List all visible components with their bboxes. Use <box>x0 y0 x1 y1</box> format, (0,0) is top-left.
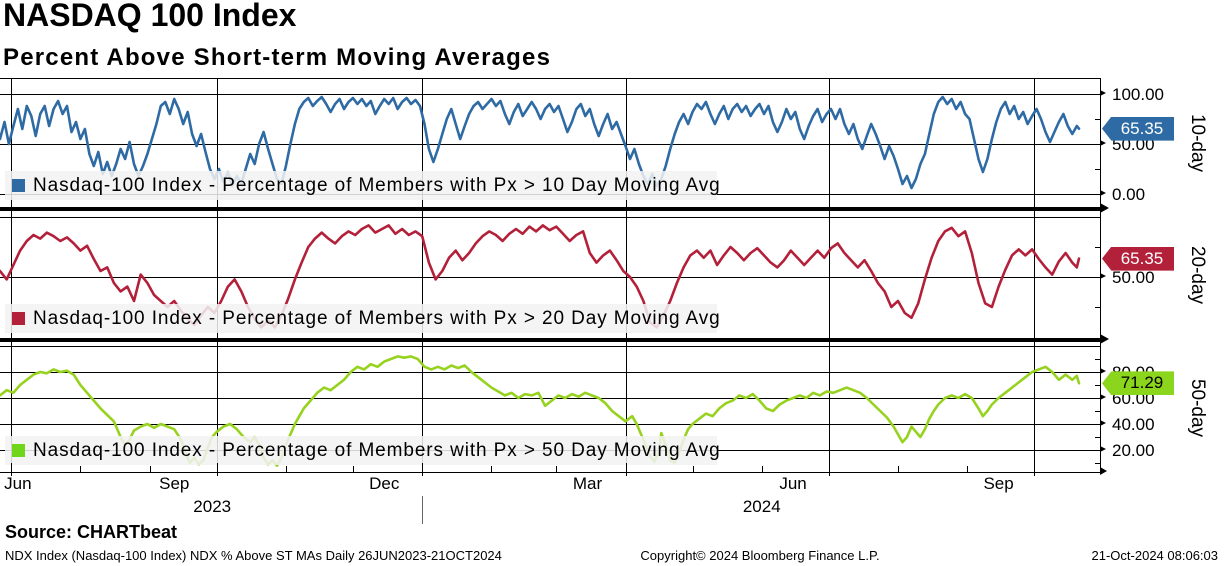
y-tick-arrow-icon <box>1100 420 1106 427</box>
y-tick-minor <box>1095 247 1100 248</box>
source-label: Source: CHARTbeat <box>5 522 178 542</box>
legend-label: Nasdaq-100 Index - Percentage of Members… <box>33 439 721 461</box>
legend-10day: Nasdaq-100 Index - Percentage of Members… <box>5 171 720 200</box>
horizontal-gridline-100 <box>0 94 1100 95</box>
y-tick-minor <box>1095 385 1100 386</box>
legend-20day: Nasdaq-100 Index - Percentage of Members… <box>5 304 720 333</box>
x-tick-minor <box>286 466 287 472</box>
y-tick-major <box>1092 372 1100 373</box>
y-tick-major <box>1092 398 1100 399</box>
page-subtitle: Percent Above Short-term Moving Averages <box>3 44 552 71</box>
vertical-gridline <box>422 78 424 472</box>
x-tick-minor <box>762 466 763 472</box>
panel-label-10day: 10-day <box>1187 113 1208 172</box>
y-tick-major <box>1092 424 1100 425</box>
footer-timestamp: 21-Oct-2024 08:06:03 <box>1091 548 1218 563</box>
y-tick-major <box>1092 277 1100 278</box>
legend-label: Nasdaq-100 Index - Percentage of Members… <box>33 307 721 329</box>
horizontal-gridline-80 <box>0 372 1100 373</box>
x-axis-month-label: Dec <box>369 474 400 493</box>
footer-copyright: Copyright© 2024 Bloomberg Finance L.P. <box>640 548 880 563</box>
panel-separator <box>0 207 1100 211</box>
y-tick-major <box>1092 94 1100 95</box>
horizontal-gridline-50 <box>0 144 1100 145</box>
y-tick-arrow-icon <box>1100 190 1106 197</box>
y-tick-major <box>1092 450 1100 451</box>
x-tick-major <box>626 463 627 476</box>
panel-label-50day: 50-day <box>1187 378 1208 437</box>
x-tick-major <box>829 463 830 476</box>
panel-separator <box>0 338 1100 342</box>
separator-arrow-icon <box>1100 203 1109 214</box>
x-tick-minor <box>80 466 81 472</box>
y-tick-minor <box>1095 119 1100 120</box>
separator-arrow-icon <box>1100 334 1109 345</box>
y-tick-arrow-icon <box>1100 394 1106 401</box>
legend-50day: Nasdaq-100 Index - Percentage of Members… <box>5 436 720 465</box>
y-tick-major <box>1092 144 1100 145</box>
y-tick-arrow-icon <box>1100 140 1106 147</box>
horizontal-gridline-40 <box>0 424 1100 425</box>
bottom-axis-line <box>0 472 1100 473</box>
panel-label-20day: 20-day <box>1187 245 1208 305</box>
series-line-10day <box>0 95 1081 190</box>
chart-top-border <box>0 78 1100 79</box>
horizontal-gridline-50 <box>0 277 1100 278</box>
x-tick-minor <box>898 466 899 472</box>
legend-swatch-icon <box>12 179 25 192</box>
x-axis-month-label: Jun <box>779 474 807 493</box>
x-tick-major <box>1034 463 1035 476</box>
x-axis-month-label: Sep <box>159 474 190 493</box>
x-axis-year-label: 2024 <box>742 497 781 516</box>
x-tick-major <box>11 463 12 476</box>
x-tick-minor <box>693 466 694 472</box>
y-tick-minor <box>1095 359 1100 360</box>
last-value-tag-20day: 65.35 <box>1102 246 1174 271</box>
x-tick-minor <box>150 466 151 472</box>
y-tick-major <box>1092 194 1100 195</box>
x-tick-minor <box>353 466 354 472</box>
y-tick-minor <box>1095 307 1100 308</box>
y-tick-label: 40.00 <box>1112 415 1155 434</box>
x-tick-major <box>422 463 423 476</box>
x-axis-year-label: 2023 <box>193 497 232 516</box>
legend-swatch-icon <box>12 312 25 325</box>
horizontal-gridline-100 <box>0 217 1100 218</box>
x-tick-major <box>217 463 218 476</box>
y-tick-arrow-icon <box>1100 90 1106 97</box>
axis-arrow-icon <box>1100 467 1107 476</box>
y-tick-arrow-icon <box>1100 273 1106 280</box>
y-tick-label: 20.00 <box>1112 441 1155 460</box>
footer-ticker-line: NDX Index (Nasdaq-100 Index) NDX % Above… <box>5 548 502 563</box>
y-tick-minor <box>1095 463 1100 464</box>
last-value-tag-50day: 71.29 <box>1102 371 1174 396</box>
horizontal-gridline-100 <box>0 346 1100 347</box>
y-tick-label: 100.00 <box>1112 85 1164 104</box>
y-tick-minor <box>1095 411 1100 412</box>
vertical-gridline <box>216 78 218 472</box>
vertical-gridline <box>828 78 830 472</box>
x-axis-month-label: Mar <box>572 474 603 493</box>
y-tick-minor <box>1095 169 1100 170</box>
y-tick-arrow-icon <box>1100 368 1106 375</box>
year-divider-line <box>422 496 423 524</box>
y-tick-arrow-icon <box>1100 446 1106 453</box>
x-tick-minor <box>491 466 492 472</box>
y-tick-label: 50.00 <box>1112 268 1155 287</box>
y-tick-label: 0.00 <box>1112 185 1146 204</box>
legend-label: Nasdaq-100 Index - Percentage of Members… <box>33 174 721 196</box>
x-axis-month-label: Jun <box>4 474 32 493</box>
x-axis-month-label: Sep <box>983 474 1014 493</box>
horizontal-gridline-60 <box>0 398 1100 399</box>
page-title: NASDAQ 100 Index <box>3 0 297 33</box>
y-tick-minor <box>1095 437 1100 438</box>
legend-swatch-icon <box>12 444 25 457</box>
vertical-gridline <box>11 78 13 472</box>
last-value-tag-10day: 65.35 <box>1102 116 1174 141</box>
x-tick-minor <box>967 466 968 472</box>
x-tick-minor <box>556 466 557 472</box>
vertical-gridline <box>1034 78 1036 472</box>
